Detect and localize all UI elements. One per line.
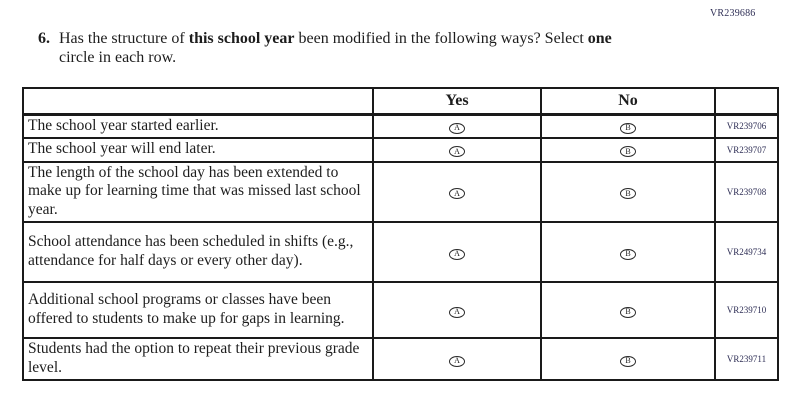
question-block: 6. Has the structure of this school year…: [38, 29, 759, 67]
table-row: The length of the school day has been ex…: [22, 160, 779, 223]
table-row: The school year started earlier. A B VR2…: [22, 113, 779, 139]
oval-letter: A: [454, 356, 460, 365]
row-code: VR239711: [714, 337, 779, 381]
row-label: Students had the option to repeat their …: [22, 337, 374, 381]
table-row: The school year will end later. A B VR23…: [22, 137, 779, 163]
no-option-oval[interactable]: B: [620, 355, 636, 367]
row-code: VR239710: [714, 281, 779, 339]
oval-letter: B: [625, 123, 631, 133]
row-label: The school year will end later.: [22, 137, 374, 163]
yes-option-oval[interactable]: A: [449, 306, 465, 318]
question-text-bold1: this school year: [188, 30, 295, 47]
yes-option-cell: A: [372, 281, 542, 339]
oval-letter: A: [454, 307, 460, 316]
no-option-oval[interactable]: B: [620, 146, 636, 158]
table-row: Students had the option to repeat their …: [22, 337, 779, 381]
row-label: Additional school programs or classes ha…: [22, 281, 374, 339]
row-code: VR239706: [714, 113, 779, 139]
yes-option-cell: A: [372, 221, 542, 283]
yes-option-cell: A: [372, 337, 542, 381]
row-code: VR239707: [714, 137, 779, 163]
oval-letter: B: [625, 307, 631, 316]
oval-letter: A: [454, 249, 460, 258]
header-row: Yes No: [22, 87, 779, 116]
oval-letter: B: [625, 249, 631, 258]
oval-letter: A: [454, 146, 460, 156]
row-label: The length of the school day has been ex…: [22, 160, 374, 223]
oval-letter: A: [454, 188, 460, 198]
form-code: VR239686: [710, 8, 756, 19]
row-label: School attendance has been scheduled in …: [22, 221, 374, 283]
yes-option-cell: A: [372, 160, 542, 223]
column-header-statement: [22, 87, 374, 116]
table-row: School attendance has been scheduled in …: [22, 221, 779, 283]
row-code: VR249734: [714, 221, 779, 283]
question-text-seg2: been modified in the following ways? Sel…: [294, 30, 588, 47]
row-label: The school year started earlier.: [22, 113, 374, 139]
no-option-oval[interactable]: B: [620, 306, 636, 318]
oval-letter: B: [625, 188, 631, 198]
no-option-oval[interactable]: B: [620, 122, 636, 134]
oval-letter: B: [625, 356, 631, 365]
question-text-line2: circle in each row.: [59, 49, 177, 66]
row-code: VR239708: [714, 160, 779, 223]
yes-option-cell: A: [372, 137, 542, 163]
no-option-cell: B: [540, 160, 716, 223]
no-option-cell: B: [540, 137, 716, 163]
yes-option-oval[interactable]: A: [449, 122, 465, 134]
no-option-cell: B: [540, 113, 716, 139]
no-option-cell: B: [540, 337, 716, 381]
no-option-oval[interactable]: B: [620, 248, 636, 260]
yes-option-oval[interactable]: A: [449, 146, 465, 158]
oval-letter: B: [625, 146, 631, 156]
column-header-code: [714, 87, 779, 116]
yes-option-oval[interactable]: A: [449, 248, 465, 260]
table-row: Additional school programs or classes ha…: [22, 281, 779, 339]
oval-letter: A: [454, 123, 460, 133]
no-option-cell: B: [540, 221, 716, 283]
column-header-yes: Yes: [372, 87, 542, 116]
yes-option-oval[interactable]: A: [449, 355, 465, 367]
question-text-bold2: one: [587, 30, 612, 47]
yes-option-oval[interactable]: A: [449, 188, 465, 200]
response-table: Yes No The school year started earlier. …: [22, 87, 779, 381]
column-header-no: No: [540, 87, 716, 116]
question-text-seg1: Has the structure of: [59, 30, 189, 47]
yes-option-cell: A: [372, 113, 542, 139]
no-option-cell: B: [540, 281, 716, 339]
question-text: Has the structure of this school year be…: [59, 29, 759, 67]
question-number: 6.: [38, 30, 50, 47]
no-option-oval[interactable]: B: [620, 188, 636, 200]
